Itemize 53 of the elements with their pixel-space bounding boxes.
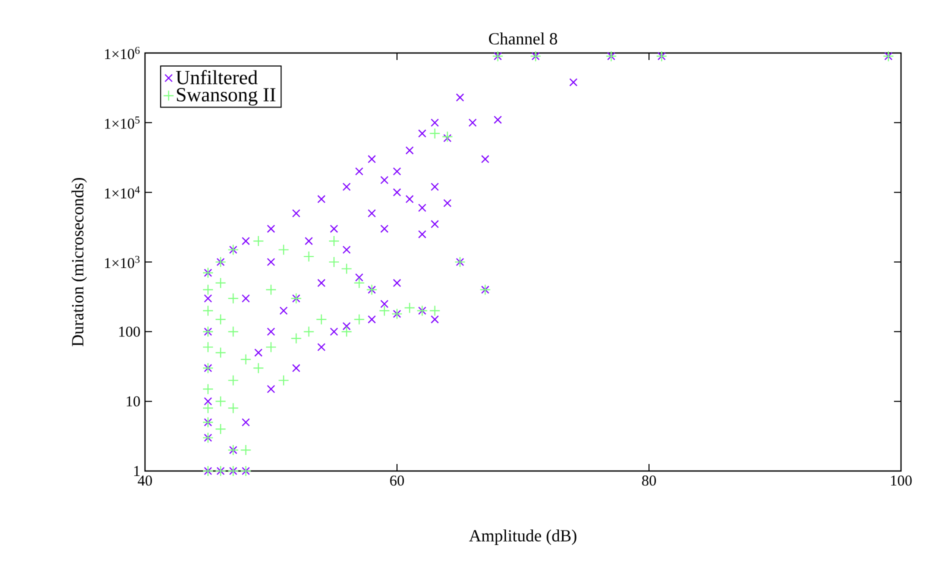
point [215, 347, 226, 358]
x-tick-label: 40 [138, 476, 152, 486]
y-tick-label: 1×10$^{4}$ [105, 186, 140, 198]
point [341, 326, 352, 338]
point [341, 263, 352, 274]
point [252, 362, 264, 374]
point [328, 256, 340, 268]
point [303, 326, 314, 338]
x-tick-label: 80 [642, 476, 656, 486]
point [202, 402, 214, 414]
point [228, 292, 239, 304]
point [265, 342, 277, 353]
point [215, 396, 226, 407]
point [215, 277, 226, 289]
point [442, 131, 453, 142]
point [354, 277, 365, 289]
point [303, 250, 314, 262]
point [252, 235, 264, 247]
x-tick-label: 60 [390, 476, 404, 486]
point [240, 354, 252, 365]
point [328, 235, 340, 247]
point [240, 444, 252, 456]
legend-label: Swansong II [176, 88, 276, 106]
y-tick-label: 1×10$^{5}$ [105, 116, 140, 129]
y-tick-label: 1 [134, 466, 140, 476]
point [278, 244, 290, 256]
y-tick-label: 1×10$^{3}$ [105, 256, 140, 268]
point [202, 342, 214, 353]
y-tick-label: 1×10$^{6}$ [105, 46, 140, 60]
point [215, 424, 226, 435]
x-axis-title: Amplitude (dB) [469, 530, 576, 545]
point [228, 374, 239, 386]
legend-label: Unfiltered [176, 70, 258, 84]
point [202, 284, 214, 296]
x-tick-label: 100 [891, 476, 912, 486]
point [316, 314, 327, 325]
point [215, 314, 226, 325]
point [429, 305, 440, 316]
point [202, 384, 214, 395]
point [278, 374, 290, 386]
y-tick-label: 100 [119, 326, 140, 337]
point [378, 305, 390, 316]
point [228, 402, 239, 414]
point [429, 128, 440, 140]
point [265, 284, 277, 296]
y-axis-title: Duration (microseconds) [71, 178, 87, 346]
chart-title: Channel 8 [489, 32, 558, 44]
point [202, 305, 214, 316]
point [290, 332, 302, 344]
y-tick-label: 10 [126, 396, 140, 406]
point [354, 314, 365, 325]
point [404, 302, 416, 314]
point [228, 326, 239, 338]
